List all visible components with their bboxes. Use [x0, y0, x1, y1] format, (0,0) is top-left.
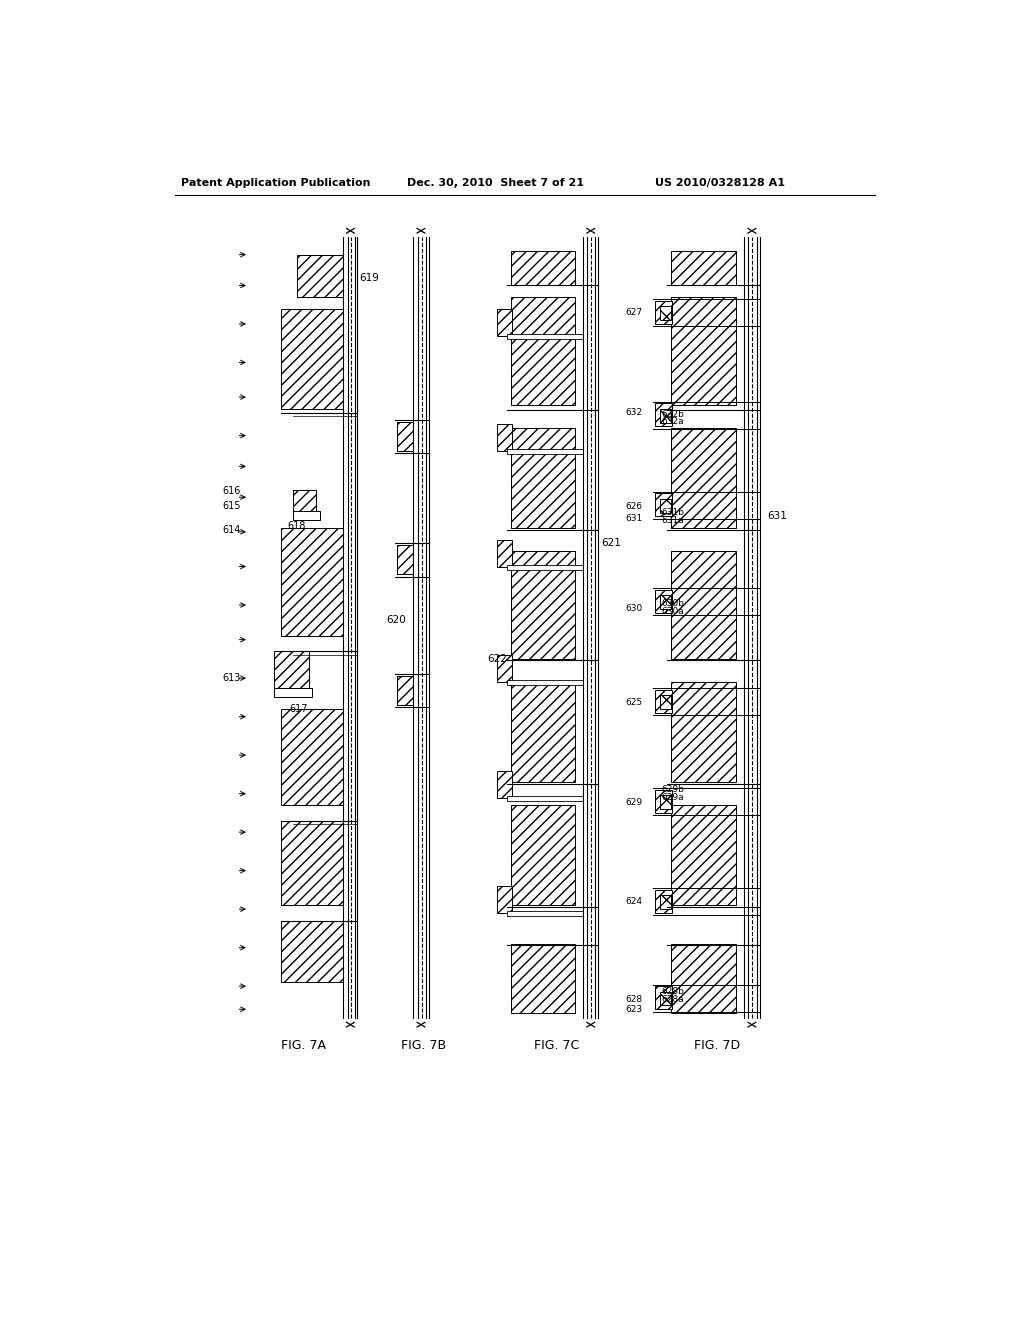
Bar	[282, 921, 343, 982]
Bar	[511, 682, 575, 781]
Bar	[659, 499, 671, 512]
Bar	[297, 255, 343, 297]
Bar	[273, 688, 312, 697]
Bar	[297, 255, 343, 297]
Bar	[671, 428, 736, 528]
Bar	[659, 795, 671, 809]
Bar	[659, 595, 671, 609]
Bar	[671, 805, 736, 906]
Bar	[397, 422, 414, 451]
Text: 631b: 631b	[662, 508, 684, 517]
Bar	[497, 309, 512, 335]
Bar	[497, 655, 512, 682]
Text: Patent Application Publication: Patent Application Publication	[180, 178, 371, 187]
Text: 626: 626	[626, 502, 643, 511]
Bar	[655, 404, 672, 426]
Bar	[497, 424, 512, 451]
Bar	[507, 450, 583, 454]
Bar	[655, 301, 672, 323]
Text: FIG. 7B: FIG. 7B	[401, 1039, 446, 1052]
Text: 619: 619	[359, 273, 380, 282]
Text: 618: 618	[288, 520, 306, 531]
Bar	[659, 991, 671, 1006]
Text: 622: 622	[487, 653, 508, 664]
Text: 631: 631	[767, 511, 787, 521]
Text: 631a: 631a	[662, 516, 684, 525]
Bar	[659, 696, 671, 709]
Bar	[659, 306, 671, 321]
Bar	[659, 409, 671, 422]
Bar	[273, 651, 308, 689]
Bar	[282, 528, 343, 636]
Bar	[282, 709, 343, 805]
Bar	[671, 682, 736, 781]
Bar	[497, 771, 512, 797]
Text: 629a: 629a	[662, 793, 684, 803]
Bar	[507, 681, 583, 685]
Bar	[511, 944, 575, 1014]
Text: 616: 616	[223, 486, 241, 496]
Text: 628a: 628a	[662, 995, 684, 1003]
Bar	[397, 676, 414, 705]
Text: 629: 629	[626, 799, 643, 808]
Text: 629b: 629b	[662, 785, 684, 795]
Bar	[655, 590, 672, 612]
Text: 632a: 632a	[662, 417, 684, 426]
Bar	[655, 494, 672, 516]
Bar	[497, 886, 512, 913]
Bar	[397, 545, 414, 574]
Text: 625: 625	[626, 698, 643, 708]
Text: 617: 617	[289, 704, 307, 714]
Text: 621: 621	[601, 539, 622, 548]
Bar	[397, 422, 414, 451]
Bar	[397, 676, 414, 705]
Bar	[655, 986, 672, 1010]
Bar	[507, 796, 583, 800]
Text: 623: 623	[626, 1005, 643, 1014]
Text: 632: 632	[626, 408, 643, 417]
Text: 630b: 630b	[662, 599, 684, 609]
Bar	[511, 552, 575, 659]
Bar	[282, 821, 343, 906]
Bar	[659, 895, 671, 909]
Text: US 2010/0328128 A1: US 2010/0328128 A1	[655, 178, 785, 187]
Bar	[507, 334, 583, 339]
Bar	[511, 297, 575, 405]
Text: Dec. 30, 2010  Sheet 7 of 21: Dec. 30, 2010 Sheet 7 of 21	[407, 178, 584, 187]
Text: 614: 614	[223, 524, 241, 535]
Text: 631: 631	[626, 515, 643, 523]
Text: 630: 630	[626, 605, 643, 614]
Text: FIG. 7A: FIG. 7A	[281, 1039, 326, 1052]
Text: FIG. 7D: FIG. 7D	[694, 1039, 740, 1052]
Bar	[497, 540, 512, 566]
Bar	[671, 944, 736, 1014]
Bar	[655, 689, 672, 713]
Bar	[511, 805, 575, 906]
Bar	[397, 545, 414, 574]
Text: 620: 620	[386, 615, 406, 626]
Text: 627: 627	[626, 308, 643, 317]
Text: 613: 613	[223, 673, 241, 684]
Text: 628b: 628b	[662, 987, 684, 997]
Bar	[507, 911, 583, 916]
Text: FIG. 7C: FIG. 7C	[534, 1039, 580, 1052]
Bar	[671, 251, 736, 285]
Bar	[511, 428, 575, 528]
Bar	[511, 251, 575, 285]
Bar	[655, 890, 672, 913]
Bar	[507, 565, 583, 570]
Text: 632b: 632b	[662, 409, 684, 418]
Bar	[671, 552, 736, 659]
Bar	[671, 297, 736, 405]
Text: 615: 615	[222, 502, 241, 511]
Text: 630a: 630a	[662, 607, 684, 615]
Text: 628: 628	[626, 995, 643, 1003]
Text: 624: 624	[626, 898, 642, 906]
Bar	[282, 309, 343, 409]
Bar	[293, 511, 321, 520]
Bar	[655, 789, 672, 813]
Bar	[293, 490, 316, 512]
